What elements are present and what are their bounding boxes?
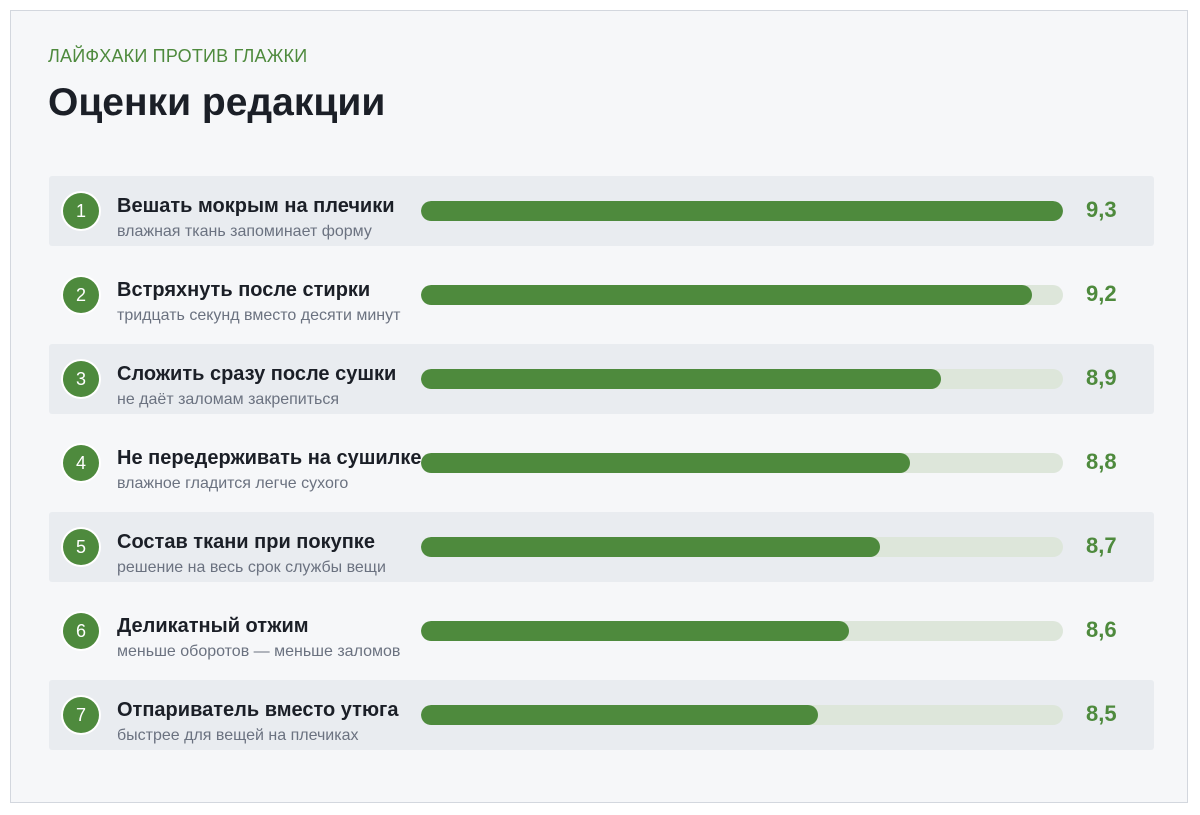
- rating-row: 4 Не передерживать на сушилке влажное глад…: [49, 428, 1154, 498]
- bar: [421, 537, 880, 557]
- kicker-label: ЛАЙФХАКИ ПРОТИВ ГЛАЖКИ: [48, 46, 308, 66]
- category-label: Встряхнуть после стирки: [117, 279, 371, 301]
- rating-row: 7 Отпариватель вместо утюга быстрее для ве…: [49, 680, 1154, 750]
- category-description: тридцать секунд вместо десяти минут: [117, 307, 401, 324]
- rank-badge: 3: [63, 361, 99, 397]
- category-description: меньше оборотов — меньше заломов: [117, 643, 401, 660]
- bar: [421, 201, 1063, 221]
- rating-row: 6 Деликатный отжим меньше оборотов — меньш…: [49, 596, 1154, 666]
- category-description: решение на весь срок службы вещи: [117, 559, 386, 576]
- bar: [421, 453, 911, 473]
- rating-row: 3 Сложить сразу после сушки не даёт залома…: [49, 344, 1154, 414]
- value-label: 8,8: [1086, 449, 1117, 474]
- bar: [421, 705, 819, 725]
- rank-badge: 4: [63, 445, 99, 481]
- value-label: 9,2: [1086, 281, 1117, 306]
- bar-track: [421, 537, 1063, 557]
- rating-row: 5 Состав ткани при покупке решение на весь…: [49, 512, 1154, 582]
- category-label: Отпариватель вместо утюга: [117, 699, 399, 721]
- rating-row: 2 Встряхнуть после стирки тридцать секунд …: [49, 260, 1154, 330]
- value-label: 8,7: [1086, 533, 1117, 558]
- bar-track: [421, 369, 1063, 389]
- bar-track: [421, 621, 1063, 641]
- category-label: Вешать мокрым на плечики: [117, 195, 395, 217]
- category-label: Сложить сразу после сушки: [117, 363, 397, 385]
- category-label: Деликатный отжим: [117, 615, 309, 637]
- value-label: 8,9: [1086, 365, 1117, 390]
- bar-track: [421, 201, 1063, 221]
- bar-track: [421, 285, 1063, 305]
- category-label: Не передерживать на сушилке: [117, 447, 422, 469]
- bar: [421, 369, 941, 389]
- category-description: быстрее для вещей на плечиках: [117, 727, 359, 744]
- bar: [421, 285, 1033, 305]
- rank-badge: 1: [63, 193, 99, 229]
- category-description: влажная ткань запоминает форму: [117, 223, 372, 240]
- value-label: 8,6: [1086, 617, 1117, 642]
- rank-badge: 6: [63, 613, 99, 649]
- rating-row: 1 Вешать мокрым на плечики влажная ткань з…: [49, 176, 1154, 246]
- category-description: не даёт заломам закрепиться: [117, 391, 340, 408]
- value-label: 8,5: [1086, 701, 1117, 726]
- rank-badge: 2: [63, 277, 99, 313]
- rank-badge: 7: [63, 697, 99, 733]
- ratings-list: 1 Вешать мокрым на плечики влажная ткань з…: [49, 176, 1154, 764]
- bar: [421, 621, 849, 641]
- bar-track: [421, 453, 1063, 473]
- category-description: влажное гладится легче сухого: [117, 475, 349, 492]
- rank-badge: 5: [63, 529, 99, 565]
- page-title: Оценки редакции: [48, 81, 386, 124]
- category-label: Состав ткани при покупке: [117, 531, 375, 553]
- ratings-card: ЛАЙФХАКИ ПРОТИВ ГЛАЖКИ Оценки редакции 1…: [10, 10, 1188, 803]
- value-label: 9,3: [1086, 197, 1117, 222]
- bar-track: [421, 705, 1063, 725]
